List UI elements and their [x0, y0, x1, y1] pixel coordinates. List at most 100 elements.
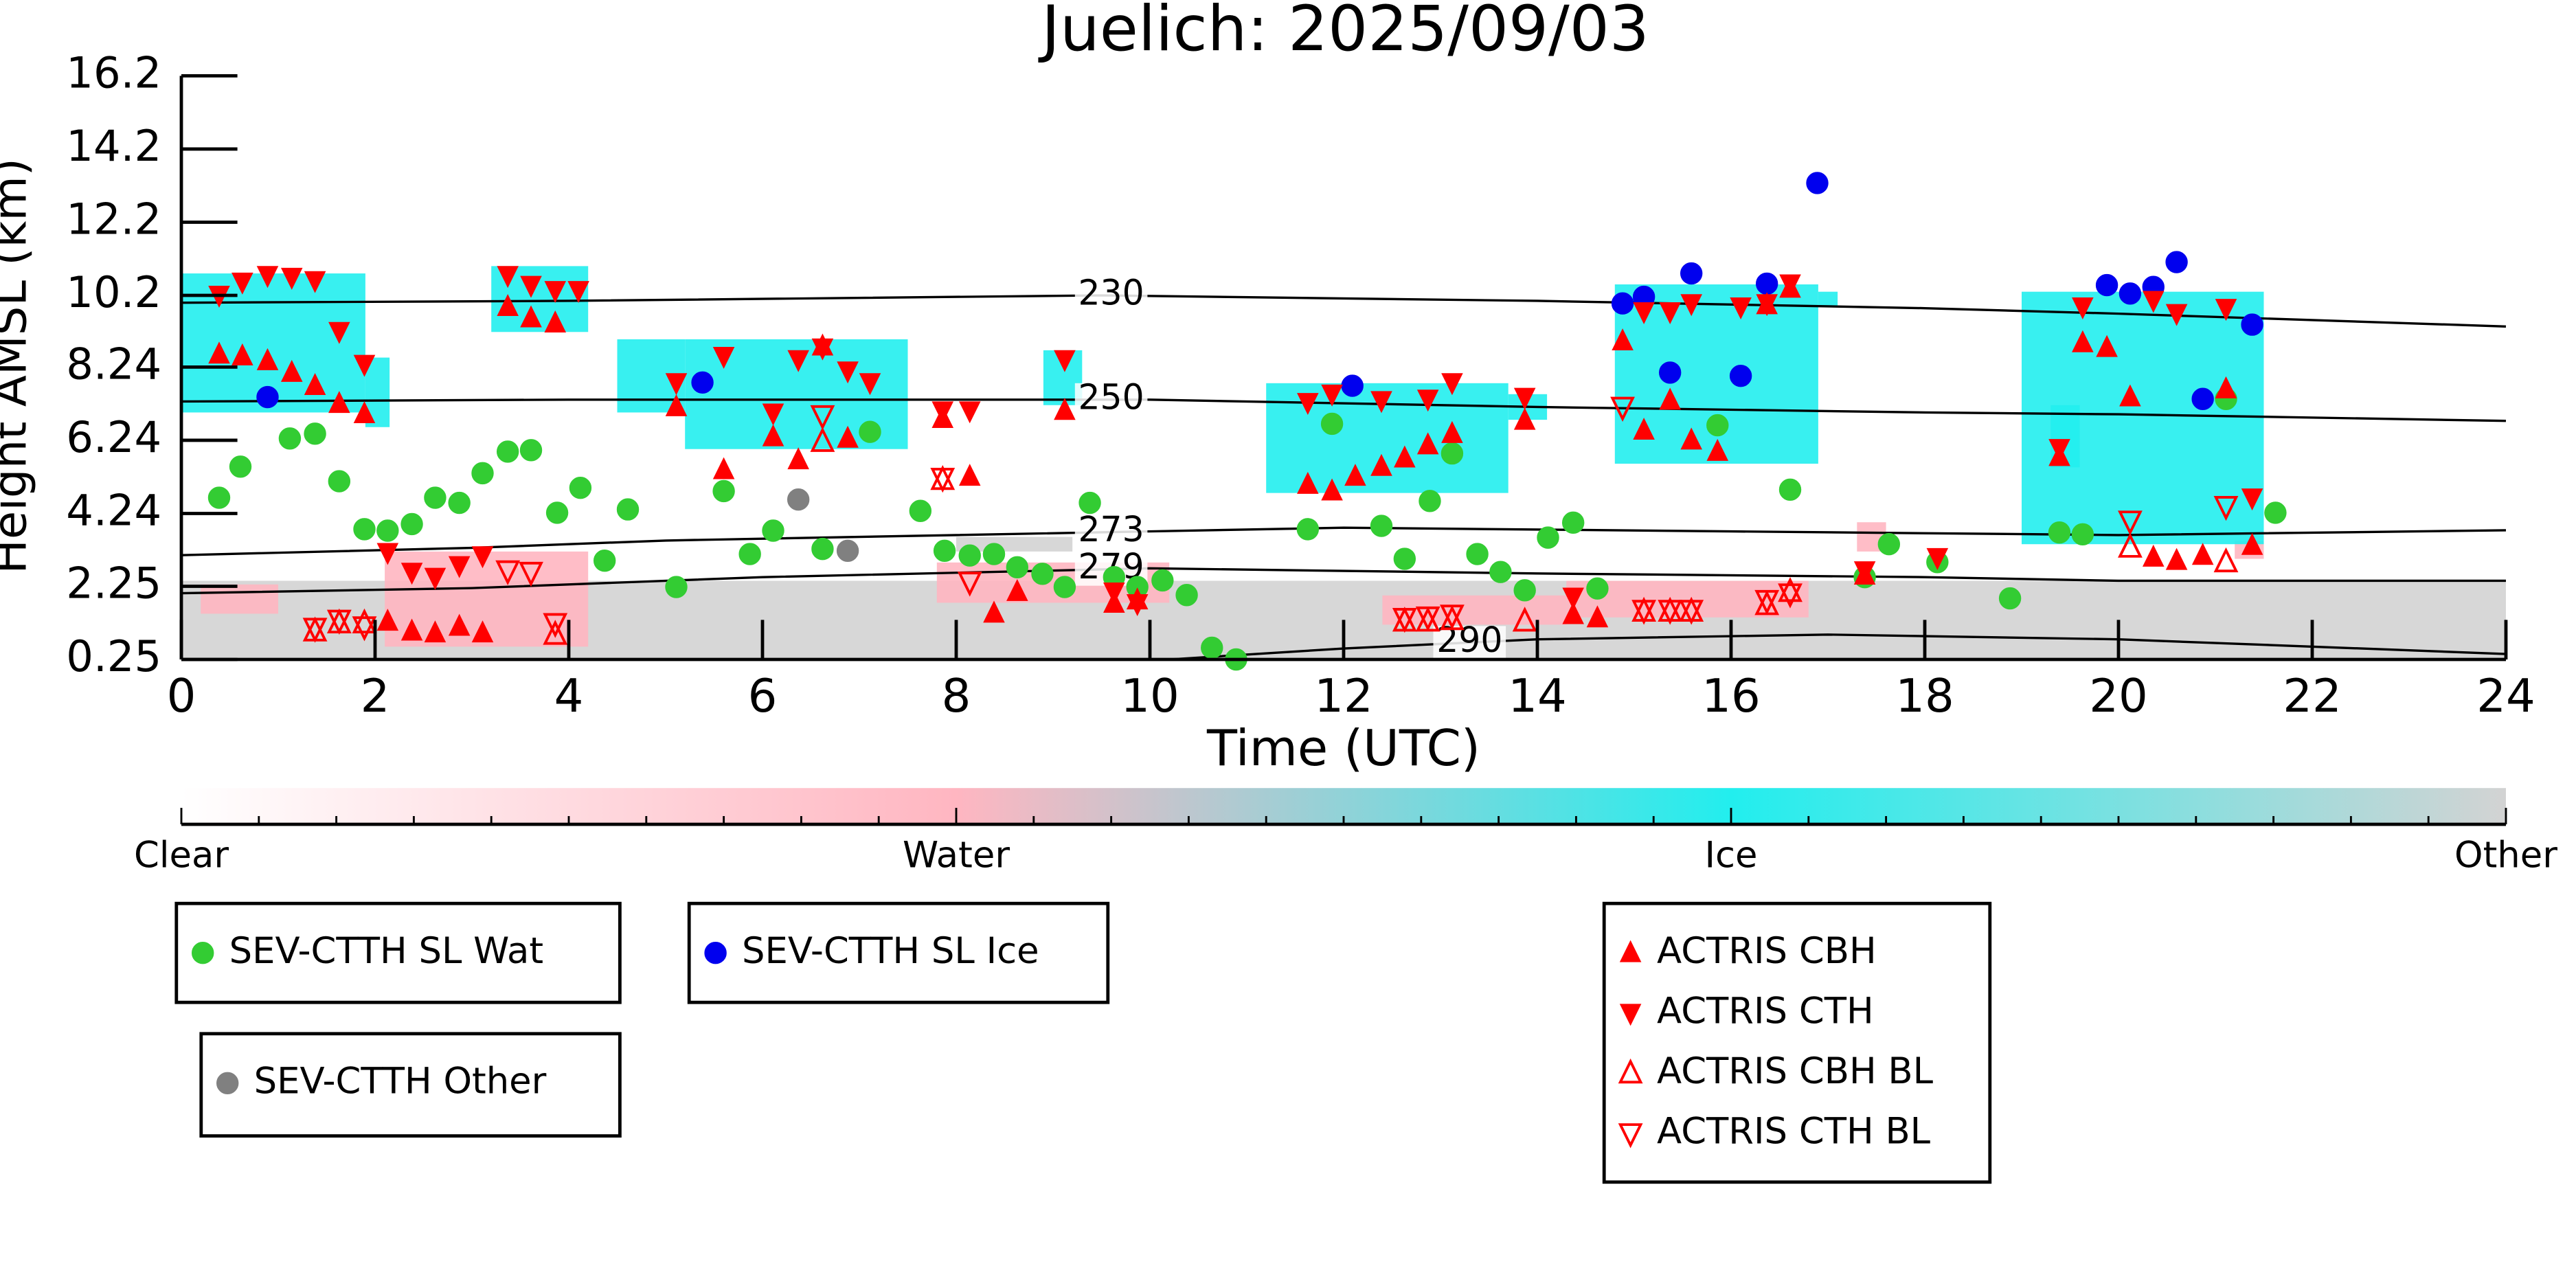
data-point [859, 420, 881, 443]
data-point [400, 512, 423, 536]
data-point [400, 563, 423, 585]
data-point [1006, 578, 1028, 601]
data-point [2213, 547, 2239, 573]
data-point [497, 266, 519, 289]
data-point [787, 350, 809, 372]
data-point [1175, 584, 1198, 607]
data-point [1440, 605, 1465, 630]
legend-marker [1618, 1123, 1643, 1149]
data-point [353, 401, 376, 424]
data-point [1370, 391, 1392, 414]
data-point [304, 422, 326, 445]
legend-box [199, 1032, 622, 1138]
data-point [2165, 547, 2188, 570]
data-point [495, 560, 521, 586]
data-point [1394, 445, 1416, 468]
data-point [471, 546, 494, 569]
legend-label: SEV-CTTH SL Wat [229, 930, 543, 972]
data-point [712, 457, 735, 479]
data-point [278, 427, 302, 450]
data-point [2215, 376, 2237, 398]
data-point [567, 281, 589, 304]
data-point [471, 620, 494, 643]
data-point [543, 620, 568, 645]
data-point [1610, 396, 1635, 422]
data-point [2142, 291, 2165, 313]
data-point [1513, 387, 1536, 410]
data-point [665, 373, 688, 396]
y-tick-label: 2.25 [66, 558, 161, 609]
data-point [859, 373, 881, 396]
x-tick-label: 16 [1702, 669, 1761, 723]
x-tick-label: 4 [554, 669, 584, 723]
data-point [2241, 532, 2263, 555]
data-point [930, 464, 956, 490]
data-point [1440, 442, 1464, 465]
legend-box [174, 901, 622, 1004]
data-point [712, 479, 735, 503]
colorbar-label: Other [2454, 835, 2557, 877]
data-point [1078, 491, 1101, 515]
data-point [1611, 292, 1634, 315]
data-point [326, 609, 352, 635]
data-point [302, 618, 328, 643]
data-point [1680, 427, 1702, 450]
data-point [1586, 605, 1609, 628]
x-axis-label: Time (UTC) [1206, 719, 1480, 777]
data-point [1393, 547, 1416, 570]
legend-marker [1619, 1004, 1642, 1026]
data-point [207, 486, 231, 509]
data-point [2142, 544, 2165, 567]
data-point [1778, 576, 1803, 602]
data-point [1320, 412, 1344, 436]
data-point [304, 373, 326, 396]
data-point [810, 427, 835, 452]
data-point [520, 275, 542, 298]
data-point [787, 488, 810, 511]
data-point [665, 394, 688, 416]
legend-label: ACTRIS CTH [1657, 990, 1874, 1032]
data-point [328, 470, 351, 493]
x-tick-label: 24 [2476, 669, 2535, 723]
data-point [424, 620, 447, 643]
data-point [958, 401, 981, 424]
x-tick-label: 8 [942, 669, 971, 723]
data-point [1877, 533, 1901, 556]
x-tick-label: 0 [167, 669, 196, 723]
data-point [762, 424, 784, 447]
data-point [448, 491, 471, 515]
y-tick-label: 14.2 [66, 121, 161, 171]
contour-line [1169, 633, 2507, 661]
data-point [1489, 561, 1512, 583]
legend-label: ACTRIS CBH BL [1657, 1050, 1934, 1092]
data-point [1806, 172, 1829, 194]
legend-marker [192, 942, 214, 964]
data-point [1633, 302, 1655, 324]
x-tick-label: 6 [748, 669, 778, 723]
colorbar-label: Water [903, 835, 1010, 877]
data-point [957, 572, 982, 597]
legend-marker [1619, 940, 1642, 962]
data-point [1392, 608, 1417, 633]
data-point [2191, 543, 2214, 565]
contour-label-bg [1433, 626, 1506, 659]
data-point [231, 343, 253, 365]
data-point [665, 576, 688, 598]
data-point [280, 359, 303, 382]
data-point [1706, 414, 1729, 437]
contour-label-bg [1074, 279, 1148, 313]
data-point [544, 281, 567, 304]
data-point [304, 271, 326, 293]
data-point [738, 543, 761, 565]
data-point [376, 609, 399, 631]
data-point [1779, 274, 1801, 297]
data-point [2071, 523, 2094, 546]
data-point [280, 267, 303, 290]
mask-region [201, 584, 278, 614]
data-point [787, 447, 809, 470]
legend-box [1602, 901, 1992, 1184]
y-tick-label: 0.25 [66, 631, 161, 681]
data-point [811, 537, 834, 561]
